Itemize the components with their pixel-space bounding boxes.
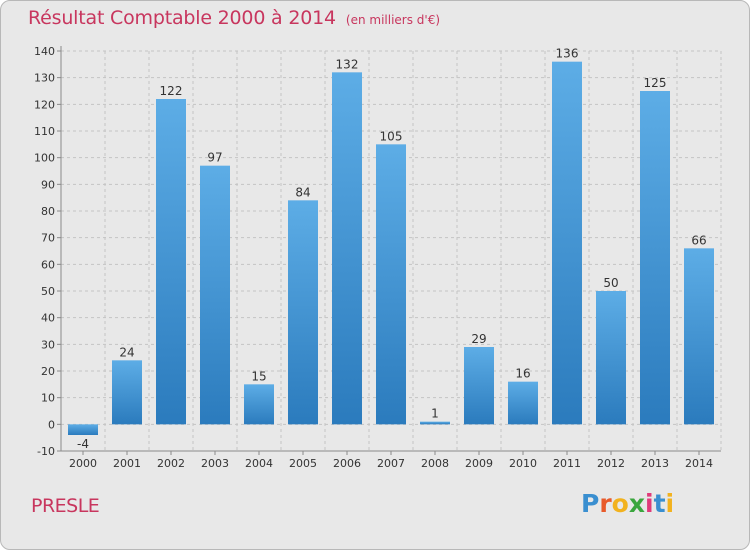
logo-letter: r: [599, 489, 612, 518]
bar-2000: [68, 424, 98, 435]
value-label: 132: [336, 57, 359, 71]
value-label: 97: [207, 151, 222, 165]
chart-title: Résultat Comptable 2000 à 2014: [28, 7, 336, 29]
value-label: 1: [431, 407, 439, 421]
value-label: 84: [295, 185, 310, 199]
logo-letter: x: [628, 489, 645, 518]
bar-2013: [640, 91, 670, 425]
y-tick-label: 80: [41, 205, 55, 218]
y-tick-label: 130: [34, 72, 55, 85]
value-label: 136: [556, 47, 579, 61]
logo-letter: o: [611, 489, 629, 518]
y-tick-label: 0: [48, 418, 55, 431]
bar-2007: [376, 144, 406, 425]
y-tick-label: 120: [34, 98, 55, 111]
x-tick-label: 2001: [113, 457, 141, 470]
bar-2010: [508, 381, 538, 425]
x-tick-label: 2002: [157, 457, 185, 470]
y-tick-label: 90: [41, 178, 55, 191]
x-tick-label: 2012: [597, 457, 625, 470]
value-label: 125: [644, 76, 667, 90]
bar-2002: [156, 99, 186, 425]
value-label: 66: [691, 233, 706, 247]
bars: [68, 61, 714, 435]
y-tick-label: 70: [41, 232, 55, 245]
bar-2012: [596, 291, 626, 425]
value-label: 16: [515, 367, 530, 381]
x-tick-label: 2000: [69, 457, 97, 470]
chart-unit: (en milliers d'€): [345, 13, 441, 27]
value-label: 29: [471, 332, 486, 346]
bar-2006: [332, 72, 362, 425]
y-tick-label: 60: [41, 258, 55, 271]
logo-letter: t: [653, 489, 666, 518]
x-tick-label: 2005: [289, 457, 317, 470]
y-tick-label: 20: [41, 365, 55, 378]
bar-2014: [684, 248, 714, 425]
y-tick-label: 140: [34, 45, 55, 58]
y-tick-label: 100: [34, 152, 55, 165]
y-tick-label: 10: [41, 392, 55, 405]
bar-2003: [200, 165, 230, 425]
value-label: 24: [119, 345, 134, 359]
axes: -10 0 10 20 30 40 50 60 70 80 90 100 110 120 130 140 200…: [34, 45, 721, 470]
proxiti-logo: Proxiti: [581, 489, 674, 518]
x-tick-label: 2006: [333, 457, 361, 470]
y-tick-label: 30: [41, 338, 55, 351]
value-label: 50: [603, 276, 618, 290]
bar-2004: [244, 384, 274, 425]
y-tick-label: 110: [34, 125, 55, 138]
commune-name: PRESLE: [31, 495, 100, 517]
chart-heading: Résultat Comptable 2000 à 2014 (en millie…: [28, 7, 440, 29]
x-tick-label: 2011: [553, 457, 581, 470]
y-tick-label: 40: [41, 312, 55, 325]
x-tick-label: 2007: [377, 457, 405, 470]
x-tick-label: 2008: [421, 457, 449, 470]
bar-2011: [552, 61, 582, 425]
logo-letter: i: [645, 489, 654, 518]
x-tick-label: 2003: [201, 457, 229, 470]
x-tick-label: 2013: [641, 457, 669, 470]
logo-letter: i: [665, 489, 675, 518]
x-tick-label: 2009: [465, 457, 493, 470]
bar-2005: [288, 200, 318, 425]
x-tick-label: 2010: [509, 457, 537, 470]
x-tick-label: 2004: [245, 457, 273, 470]
x-tick-label: 2014: [685, 457, 713, 470]
y-tick-label: 50: [41, 285, 55, 298]
data-labels: -4 24 122 97 15 84 132 105 1 29 16 136 50 125 66: [77, 47, 707, 451]
value-label: 122: [160, 84, 183, 98]
logo-letter: P: [581, 489, 600, 518]
bar-2001: [112, 360, 142, 425]
value-label: -4: [77, 437, 89, 451]
bar-2008: [420, 421, 450, 425]
bar-2009: [464, 347, 494, 425]
y-tick-label: -10: [37, 445, 55, 458]
value-label: 105: [380, 129, 403, 143]
value-label: 15: [251, 369, 266, 383]
